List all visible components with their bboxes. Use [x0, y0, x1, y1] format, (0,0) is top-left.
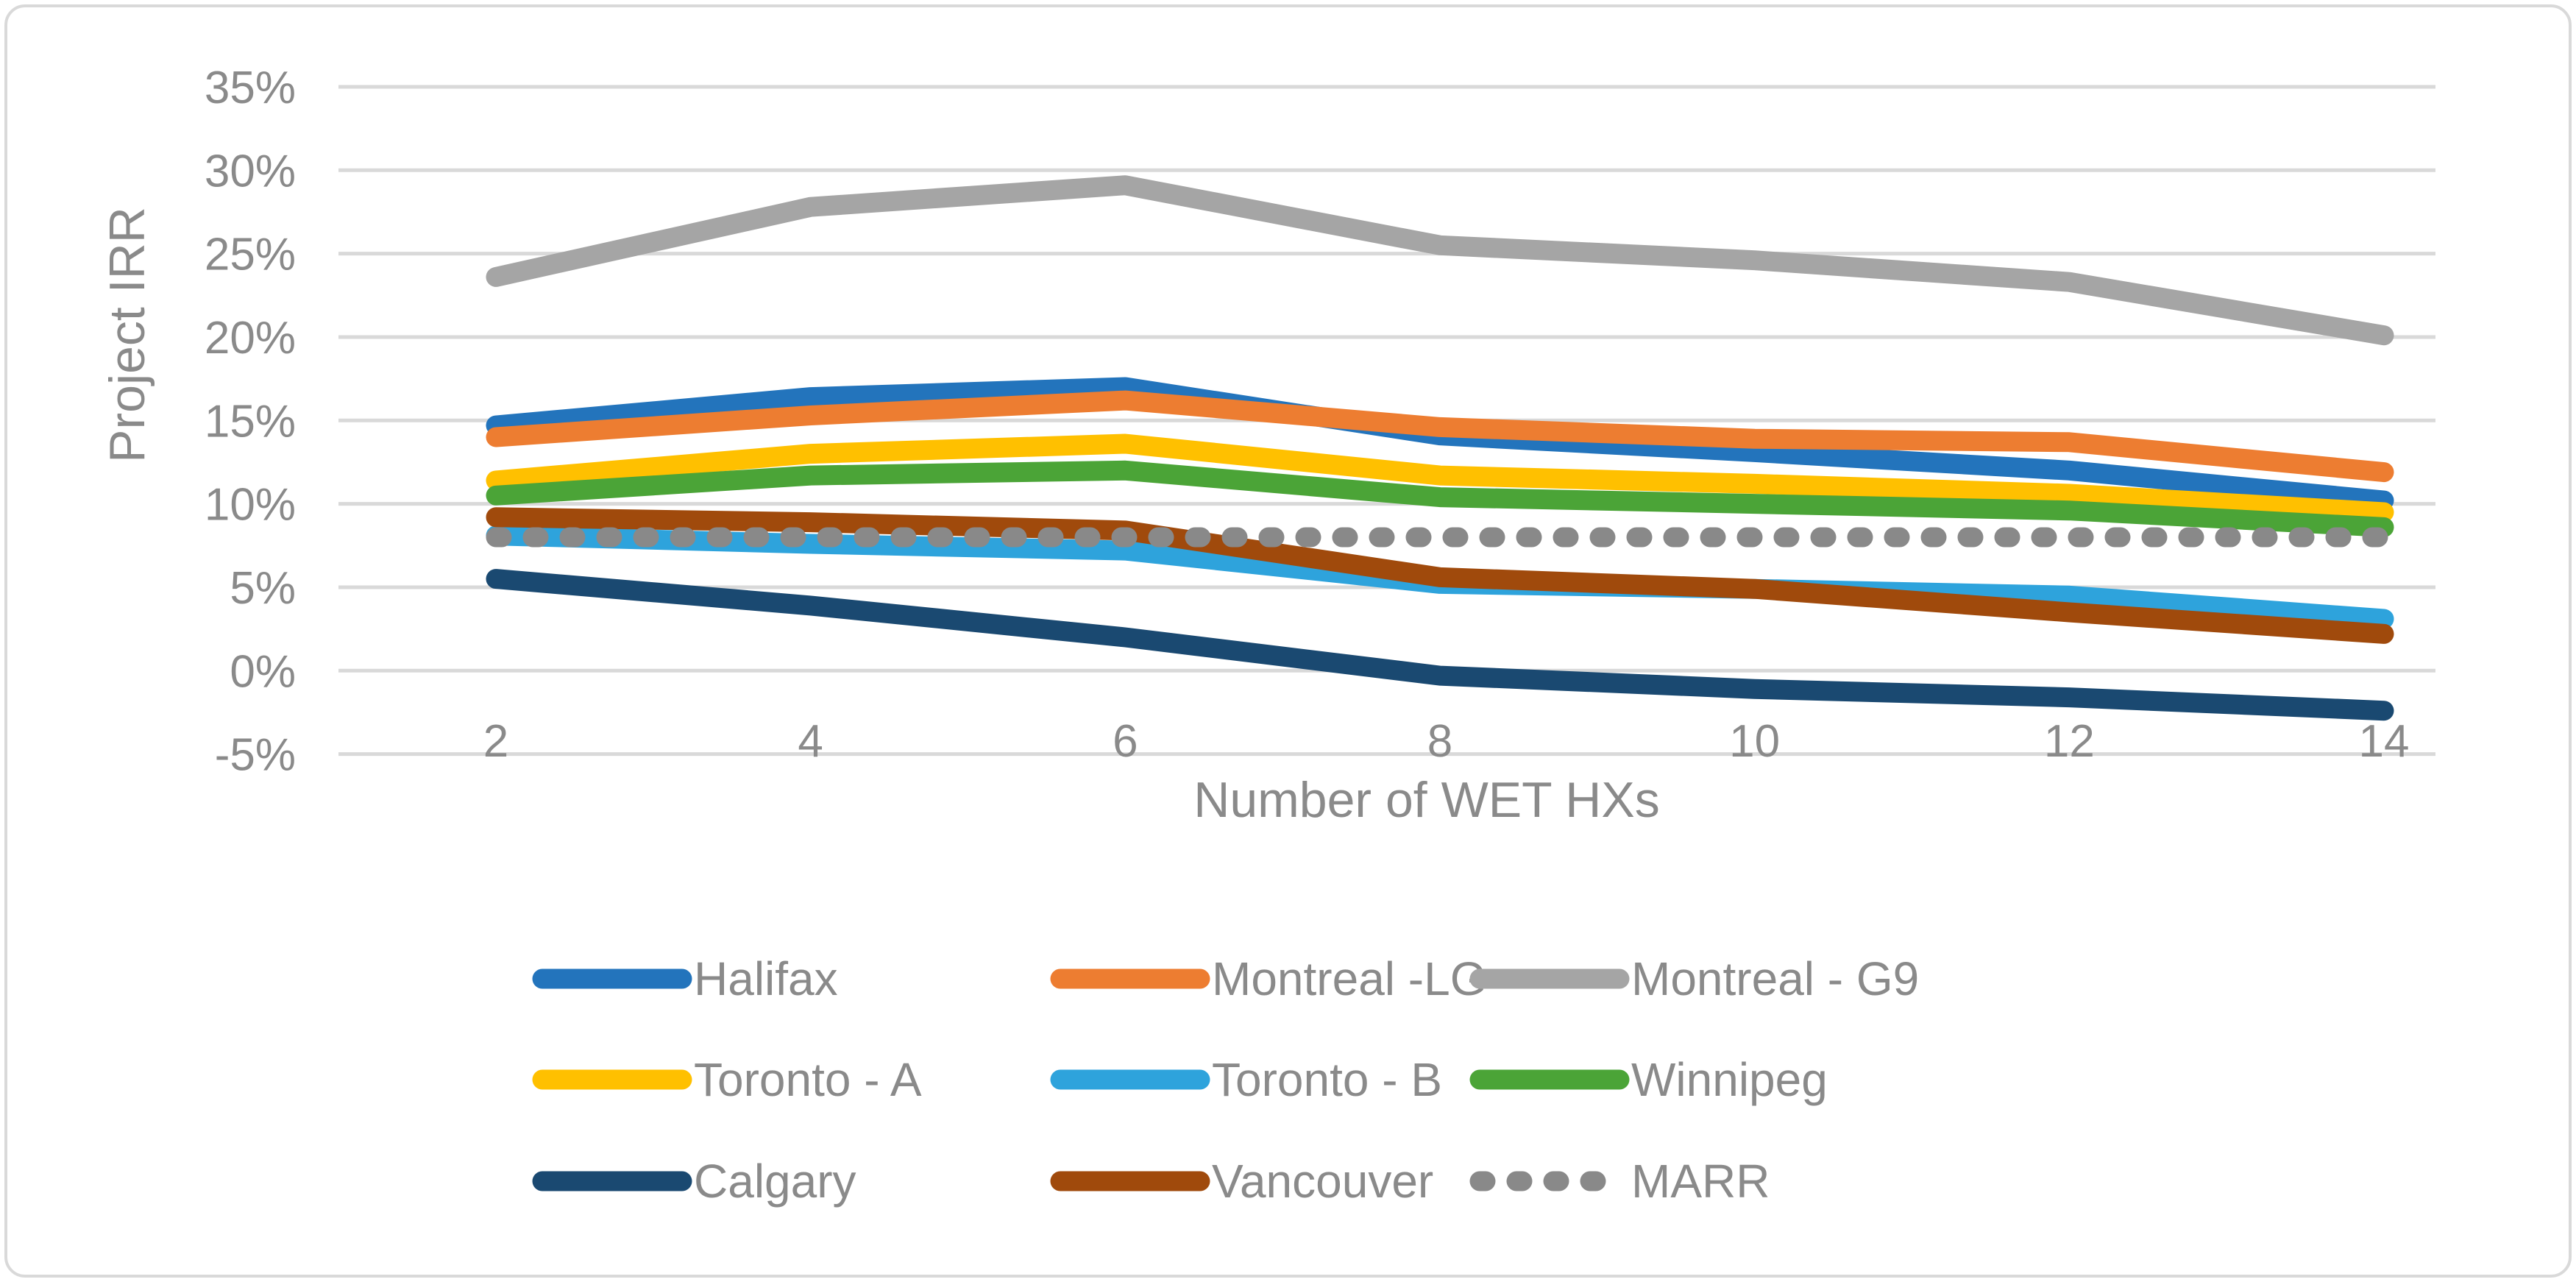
y-tick-label: -5%	[215, 730, 296, 781]
y-axis-labels-group: 35% 30% 25% 20% 15% 10% 5% 0% -5%	[205, 63, 296, 781]
legend-label-toronto-b: Toronto - B	[1212, 1053, 1442, 1106]
series-line-vancouver	[486, 507, 2394, 644]
legend-label-toronto-a: Toronto - A	[694, 1053, 922, 1106]
legend-label-halifax: Halifax	[694, 952, 838, 1005]
series-line-calgary	[486, 569, 2394, 721]
legend-label-winnipeg: Winnipeg	[1631, 1053, 1828, 1106]
x-tick-label: 6	[1113, 716, 1138, 767]
series-line-montreal-lg	[486, 390, 2394, 483]
x-axis-title: Number of WET HXs	[1193, 772, 1660, 828]
y-tick-label: 25%	[205, 230, 296, 280]
x-tick-label: 8	[1427, 716, 1452, 767]
y-tick-label: 30%	[205, 146, 296, 196]
series-line-winnipeg	[486, 460, 2394, 537]
x-tick-label: 4	[798, 716, 823, 767]
y-tick-label: 35%	[205, 63, 296, 113]
legend-label-calgary: Calgary	[694, 1155, 856, 1208]
series-line-toronto-a	[486, 433, 2394, 523]
x-axis-labels-group: 2 4 6 8 10 12 14	[483, 716, 2410, 767]
y-tick-label: 20%	[205, 313, 296, 364]
legend: Halifax Montreal -LG Montreal - G9 Toronto …	[532, 952, 1919, 1208]
x-tick-label: 12	[2044, 716, 2095, 767]
x-tick-label: 2	[483, 716, 508, 767]
chart-border	[4, 4, 2572, 1278]
y-tick-label: 15%	[205, 396, 296, 447]
y-tick-label: 5%	[230, 563, 296, 614]
legend-label-montreal-g9: Montreal - G9	[1631, 952, 1919, 1005]
y-tick-label: 0%	[230, 646, 296, 697]
series-line-montreal-g9	[486, 175, 2394, 346]
y-tick-label: 10%	[205, 480, 296, 531]
x-tick-label: 10	[1729, 716, 1780, 767]
y-axis-title: Project IRR	[99, 207, 155, 463]
legend-label-vancouver: Vancouver	[1212, 1155, 1433, 1208]
series-group	[486, 175, 2394, 721]
legend-label-marr: MARR	[1631, 1155, 1770, 1208]
x-tick-label: 14	[2359, 716, 2410, 767]
legend-label-montreal-lg: Montreal -LG	[1212, 952, 1486, 1005]
